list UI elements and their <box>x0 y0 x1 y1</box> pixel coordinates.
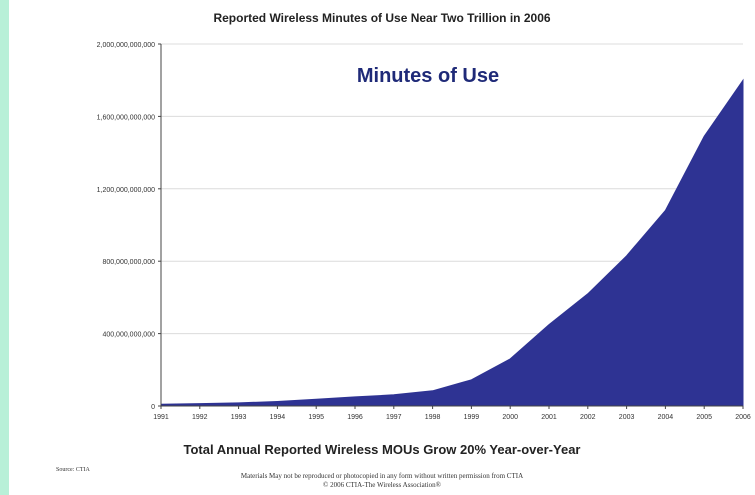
x-tick-label: 2005 <box>696 414 712 421</box>
x-tick-label: 2001 <box>541 414 557 421</box>
y-tick-label: 1,600,000,000,000 <box>97 114 155 121</box>
x-tick-label: 2004 <box>658 414 674 421</box>
x-tick-label: 1997 <box>386 414 402 421</box>
copyright-line-2: © 2006 CTIA-The Wireless Association® <box>323 481 441 489</box>
y-tick-labels: 0 400,000,000,000 800,000,000,000 1,200,000… <box>97 42 161 411</box>
x-tick-labels: 1991 1992 1993 1994 1995 1996 1997 1998 1999 2000… <box>153 406 751 421</box>
source-note: Source: CTIA <box>56 467 90 473</box>
series-area-minutes-of-use <box>160 78 744 407</box>
axes <box>160 44 743 407</box>
x-tick-label: 2000 <box>502 414 518 421</box>
chart-subtitle: Total Annual Reported Wireless MOUs Grow… <box>183 442 581 457</box>
x-tick-label: 1996 <box>347 414 363 421</box>
y-tick-label: 2,000,000,000,000 <box>97 42 155 49</box>
x-tick-label: 1995 <box>308 414 324 421</box>
x-tick-label: 1999 <box>464 414 480 421</box>
x-tick-label: 1994 <box>270 414 286 421</box>
x-tick-label: 2002 <box>580 414 596 421</box>
area-chart: 0 400,000,000,000 800,000,000,000 1,200,000… <box>97 42 751 421</box>
copyright-footer: Materials May not be reproduced or photo… <box>9 472 755 490</box>
y-tick-label: 0 <box>151 404 155 411</box>
y-tick-label: 400,000,000,000 <box>102 332 155 339</box>
chart-annotation: Minutes of Use <box>357 65 499 87</box>
x-tick-label: 1998 <box>425 414 441 421</box>
y-tick-label: 800,000,000,000 <box>102 259 155 266</box>
x-tick-label: 1992 <box>192 414 208 421</box>
x-tick-label: 2003 <box>619 414 635 421</box>
x-tick-label: 2006 <box>735 414 751 421</box>
x-tick-label: 1991 <box>153 414 169 421</box>
chart-card: Reported Wireless Minutes of Use Near Tw… <box>9 0 755 495</box>
x-tick-label: 1993 <box>231 414 247 421</box>
y-tick-label: 1,200,000,000,000 <box>97 187 155 194</box>
copyright-line-1: Materials May not be reproduced or photo… <box>240 472 524 480</box>
chart-title: Reported Wireless Minutes of Use Near Tw… <box>213 11 551 25</box>
